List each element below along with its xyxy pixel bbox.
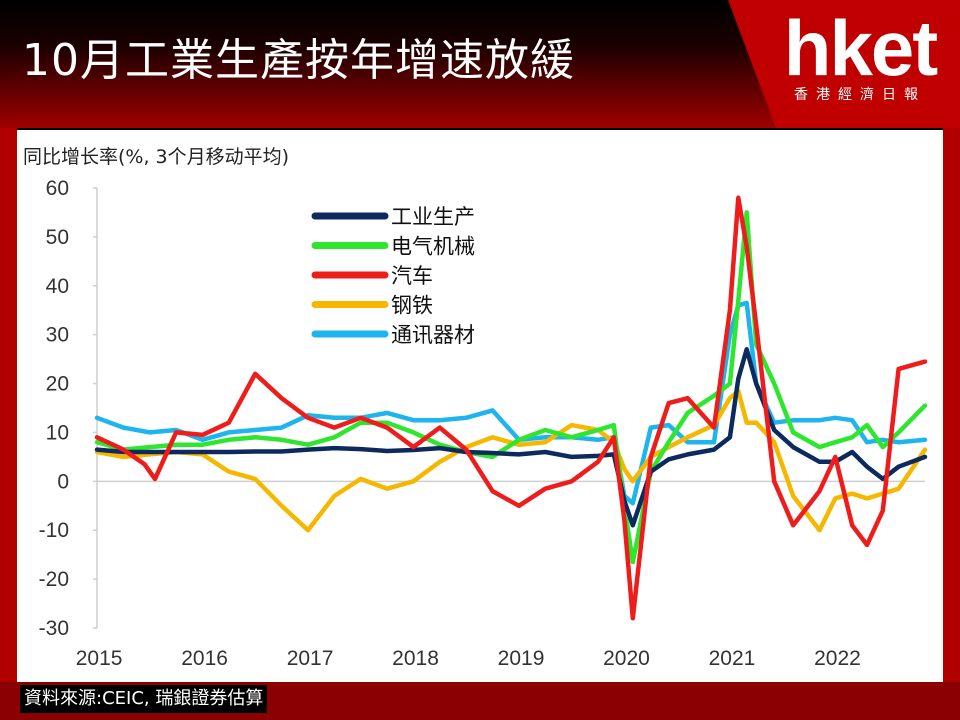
chart-panel: 同比增长率(%, 3个月移动平均) 60 50 40 30 20 10 0 -10 -20 -30… [17,130,943,682]
logo-subtitle: 香港經濟日報 [794,87,926,103]
x-tick-label: 2016 [181,647,228,670]
left-frame [0,128,17,684]
y-tick-label: -10 [39,519,69,542]
legend-label: 电气机械 [391,235,475,259]
x-tick-label: 2020 [603,647,650,670]
series-lines [94,195,928,621]
source-note: 資料來源:CEIC, 瑞銀證券估算 [20,685,268,713]
x-tick-label: 2021 [709,647,756,670]
series-line-4 [94,388,928,533]
legend-label: 钢铁 [391,294,433,318]
x-tick-label: 2018 [392,647,439,670]
right-frame [943,128,960,684]
y-tick-label: 10 [46,421,69,444]
y-tick-labels: 60 50 40 30 20 10 0 -10 -20 -30 [39,177,97,640]
line-chart: 同比增长率(%, 3个月移动平均) 60 50 40 30 20 10 0 -10 -20 -30… [23,146,928,670]
legend-label: 通讯器材 [391,323,475,347]
series-line-2 [94,210,928,565]
y-tick-label: 20 [46,373,69,396]
y-tick-label: 50 [46,226,69,249]
series-line-3 [94,195,928,621]
x-tick-label: 2015 [76,647,123,670]
y-tick-label: -30 [39,617,69,640]
page-title: 10月工業生產按年增速放緩 [22,35,575,86]
y-axis-label: 同比增长率(%, 3个月移动平均) [23,146,289,168]
legend-label: 工业生产 [391,205,475,229]
x-tick-label: 2022 [814,647,861,670]
y-tick-label: 60 [46,177,69,200]
y-tick-label: 30 [46,324,69,347]
y-tick-label: 0 [57,470,69,493]
hket-logo: hket [783,4,938,92]
y-tick-label: 40 [46,275,69,298]
x-tick-labels: 2015 2016 2017 2018 2019 2020 2021 2022 [76,647,861,670]
y-tick-label: -20 [39,568,69,591]
x-tick-label: 2017 [287,647,334,670]
series-line-5 [94,300,928,506]
x-tick-label: 2019 [498,647,545,670]
legend-label: 汽车 [391,264,433,288]
series-line-1 [94,347,928,528]
